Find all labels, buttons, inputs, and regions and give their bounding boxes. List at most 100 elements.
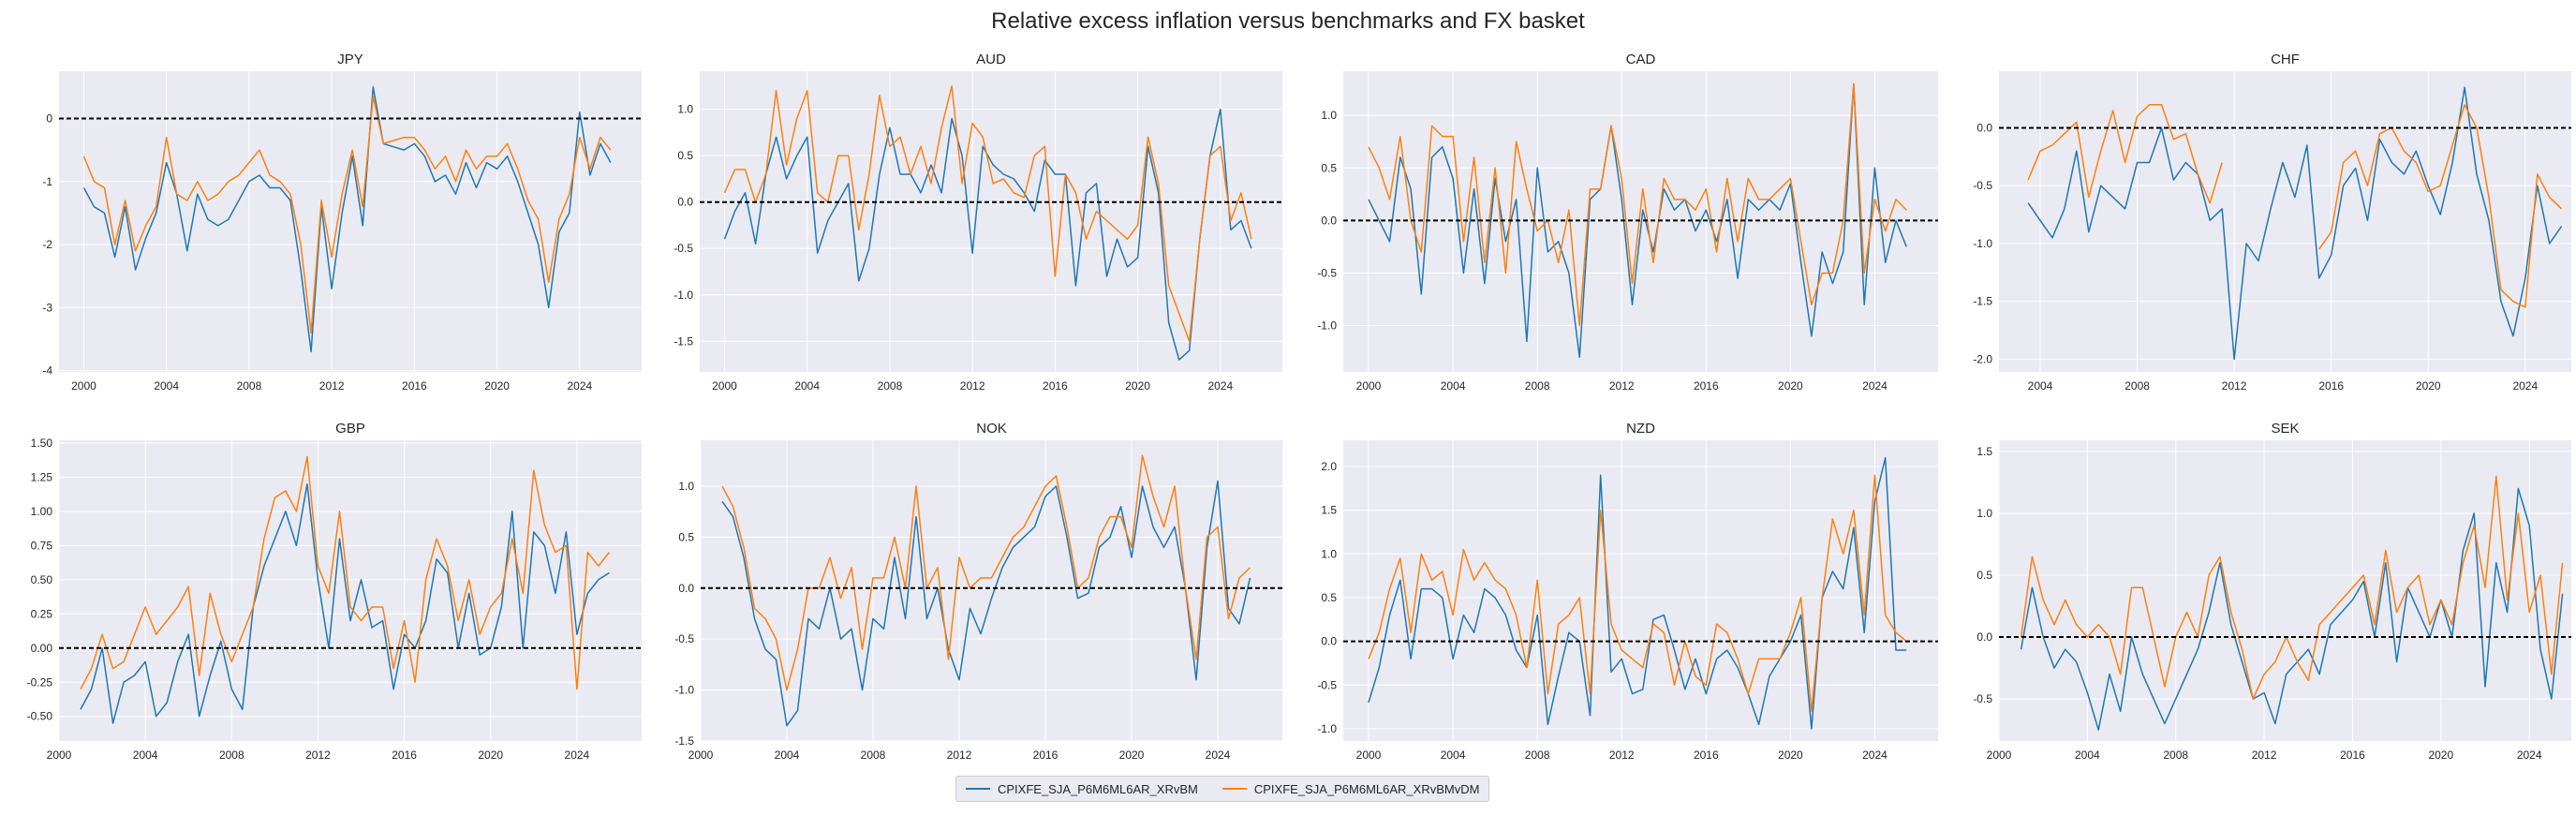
x-tick-label: 2004	[133, 748, 158, 762]
y-tick-label: 0.5	[1976, 569, 1992, 582]
y-tick-label: 2.0	[1321, 460, 1337, 473]
figure-title: Relative excess inflation versus benchma…	[991, 8, 1585, 34]
x-tick-label: 2016	[1694, 748, 1719, 762]
y-tick-label: 0.25	[31, 607, 53, 620]
y-tick-label: -4	[42, 364, 52, 378]
x-tick-label: 2008	[237, 379, 262, 393]
y-tick-label: -0.5	[1973, 692, 1992, 705]
subplot-title: JPY	[337, 52, 363, 67]
x-tick-label: 2024	[1862, 748, 1888, 762]
y-tick-label: -1.0	[674, 684, 694, 697]
x-tick-label: 2016	[1694, 379, 1719, 393]
subplot-nok: NOK 2000 2004 2008 2012 2016 2020 2024 -1.5 -1.0 -…	[674, 421, 1282, 762]
y-tick-label: -0.5	[1317, 678, 1337, 691]
y-tick-label: -0.5	[674, 632, 694, 645]
series-line-xrvbm	[721, 480, 1251, 727]
y-tick-label: -3	[42, 301, 52, 314]
subplot-cad: CAD 2000 2004 2008 2012 2016 2020 2024 -1.0 -0.5 0…	[1317, 52, 1938, 393]
x-tick-label: 2012	[2222, 379, 2247, 393]
y-tick-label: 1.0	[1321, 547, 1337, 560]
y-tick-label: -1.5	[1973, 295, 1992, 308]
series-line-xrvbm	[1368, 82, 1907, 359]
x-tick-label: 2008	[2163, 748, 2188, 762]
y-tick-label: 0.5	[677, 149, 693, 162]
y-tick-label: -0.50	[27, 710, 53, 723]
y-tick-label: 1.5	[1976, 445, 1992, 458]
y-tick-label: -0.5	[1973, 179, 1992, 192]
series-line-xrvbmvdm	[2020, 475, 2564, 700]
series-line-xrvbm	[723, 108, 1252, 361]
y-tick-label: 1.50	[31, 437, 53, 450]
y-tick-label: 1.0	[1321, 109, 1337, 122]
series-line-xrvbm	[1368, 456, 1907, 730]
legend-item-xrvbmvdm: CPIXFE_SJA_P6M6ML6AR_XRvBMvDM	[1221, 781, 1480, 796]
x-tick-label: 2012	[2252, 748, 2277, 762]
x-tick-label: 2008	[861, 748, 886, 762]
x-tick-label: 2004	[1441, 748, 1466, 762]
x-tick-label: 2020	[1778, 379, 1803, 393]
y-tick-label: 0.0	[1321, 214, 1337, 227]
series-line-xrvbmvdm	[1368, 82, 1907, 327]
subplot-title: CHF	[2271, 52, 2300, 67]
x-tick-label: 2008	[1525, 379, 1550, 393]
y-tick-label: -1.0	[1317, 722, 1337, 735]
plot-area	[701, 440, 1282, 741]
y-tick-label: -1.0	[1973, 237, 1992, 250]
x-tick-label: 2012	[1609, 748, 1635, 762]
x-tick-label: 2008	[219, 748, 244, 762]
plot-area	[59, 440, 642, 741]
x-tick-label: 2004	[2075, 748, 2100, 762]
y-tick-label: -0.5	[674, 242, 693, 255]
plot-area	[1343, 71, 1938, 372]
y-tick-label: 0.5	[678, 530, 694, 543]
x-tick-label: 2004	[794, 379, 820, 393]
x-tick-label: 2004	[154, 379, 179, 393]
legend-label: CPIXFE_SJA_P6M6ML6AR_XRvBMvDM	[1253, 781, 1480, 796]
series-line-xrvbmvdm	[2027, 104, 2563, 308]
x-tick-label: 2016	[2318, 379, 2344, 393]
series-line-xrvbm	[82, 86, 612, 353]
y-tick-label: 0.0	[678, 582, 694, 595]
series-line-xrvbmvdm	[80, 455, 610, 690]
y-tick-label: 1.0	[677, 103, 693, 116]
x-tick-label: 2008	[1525, 748, 1550, 762]
x-tick-label: 2016	[2340, 748, 2365, 762]
y-tick-label: -0.25	[27, 675, 53, 689]
x-tick-label: 2020	[478, 748, 503, 762]
subplot-chf: CHF 2004 2008 2012 2016 2020 2024 -2.0 -1.5 -1.0 -…	[1973, 52, 2571, 393]
subplot-gbp: GBP 2000 2004 2008 2012 2016 2020 2024 -0.50 -0.2…	[27, 421, 642, 762]
subplot-aud: AUD 2000 2004 2008 2012 2016 2020 2024 -1.5 -1.0 -…	[674, 52, 1282, 393]
y-tick-label: 0.0	[1976, 121, 1992, 134]
subplot-sek: SEK 2000 2004 2008 2012 2016 2020 2024 -0.5 0.0 0.…	[1973, 421, 2571, 762]
x-tick-label: 2012	[319, 379, 345, 393]
x-tick-label: 2000	[1356, 748, 1382, 762]
x-tick-label: 2016	[402, 379, 427, 393]
plot-area	[1343, 440, 1938, 741]
x-tick-label: 2016	[1033, 748, 1059, 762]
subplot-title: SEK	[2271, 421, 2299, 437]
y-tick-label: -1	[42, 175, 52, 188]
subplot-jpy: JPY 2000 2004 2008 2012 2016 2020 2024 -4 -3 -2 -1 0	[42, 52, 642, 393]
y-tick-label: 0.0	[1976, 630, 1992, 644]
x-tick-label: 2012	[1609, 379, 1635, 393]
y-tick-label: 0.0	[677, 196, 693, 209]
x-tick-label: 2004	[775, 748, 800, 762]
subplot-title: GBP	[335, 421, 365, 437]
x-tick-label: 2008	[2124, 379, 2150, 393]
x-tick-label: 2024	[1862, 379, 1888, 393]
x-tick-label: 2024	[1207, 379, 1233, 393]
series-line-xrvbm	[80, 482, 610, 724]
x-tick-label: 2000	[71, 379, 96, 393]
x-tick-label: 2020	[1119, 748, 1145, 762]
x-tick-label: 2020	[2428, 748, 2453, 762]
legend-swatch-blue	[966, 788, 990, 790]
x-tick-label: 2024	[1206, 748, 1231, 762]
subplot-title: AUD	[976, 52, 1006, 67]
plot-area	[700, 71, 1282, 372]
y-tick-label: -0.5	[1317, 266, 1337, 279]
x-tick-label: 2024	[2517, 748, 2542, 762]
subplot-title: NZD	[1626, 421, 1655, 437]
y-tick-label: -1.5	[674, 734, 694, 748]
x-tick-label: 2024	[2512, 379, 2538, 393]
